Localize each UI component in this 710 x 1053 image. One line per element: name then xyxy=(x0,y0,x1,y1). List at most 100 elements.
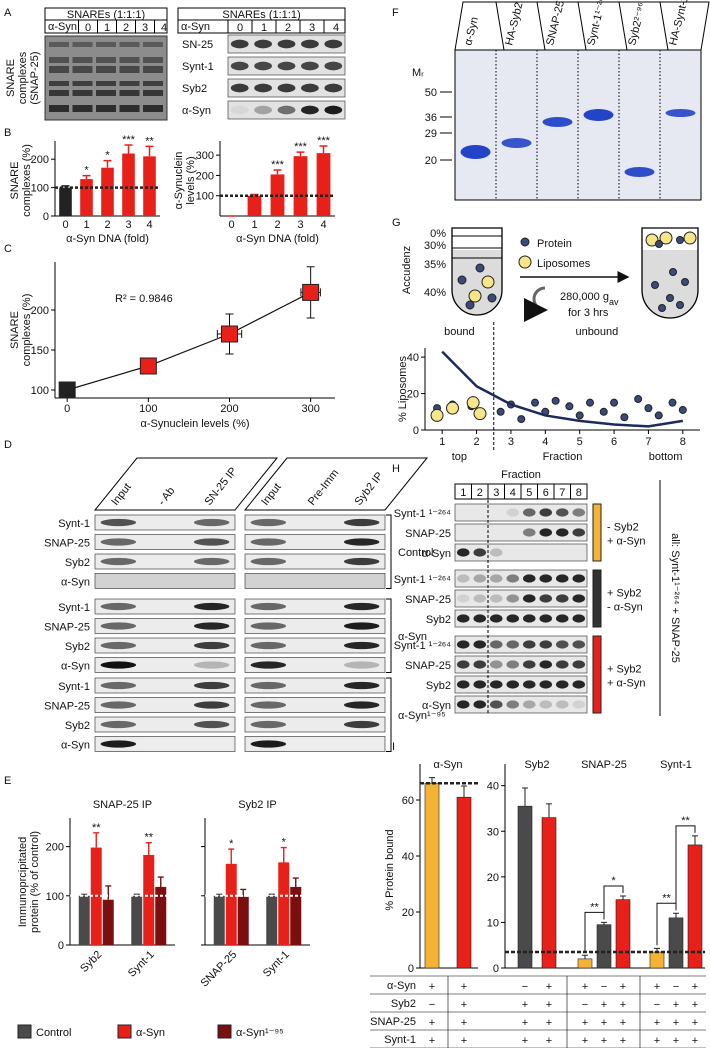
blot-strip xyxy=(244,534,386,550)
blot-band xyxy=(49,66,69,73)
label: + xyxy=(601,999,607,1011)
label: for 3 hrs xyxy=(568,307,609,319)
blot-band xyxy=(343,701,380,709)
blot-band xyxy=(555,660,569,669)
label: 0 xyxy=(62,219,68,231)
panel-label: I xyxy=(392,741,395,753)
bar xyxy=(78,895,90,945)
label: Accudenz xyxy=(401,246,413,294)
label: α-Syn xyxy=(181,21,210,33)
blot-strip xyxy=(94,534,236,550)
error-bar xyxy=(240,888,247,897)
error-bar xyxy=(522,787,528,807)
label: SNAP-25 xyxy=(44,622,90,634)
blot-band xyxy=(143,42,163,47)
label: protein (% of control) xyxy=(29,831,41,933)
blot-band xyxy=(522,594,536,603)
blot-band xyxy=(539,700,553,709)
blot-strip xyxy=(94,736,236,752)
error-bar xyxy=(546,803,552,818)
bar xyxy=(155,886,167,945)
label: α-Syn xyxy=(182,105,211,117)
label: SNARE xyxy=(5,59,17,97)
label: 3 xyxy=(142,22,148,34)
blot-band xyxy=(100,518,137,527)
blot-band xyxy=(250,720,287,729)
error-bar xyxy=(601,921,607,925)
label: 3 xyxy=(493,487,499,499)
lane-divider xyxy=(577,1,587,51)
blot-strip xyxy=(94,618,236,634)
blot-band xyxy=(343,538,380,546)
legend-label: Liposomes xyxy=(537,258,591,270)
label: 300 xyxy=(196,150,214,162)
label: 0 xyxy=(228,219,234,231)
error-bar xyxy=(105,885,112,900)
label: 6 xyxy=(611,436,617,448)
label: − xyxy=(654,999,660,1011)
label: α-Syn xyxy=(61,740,90,752)
label: + xyxy=(546,999,552,1011)
label: - Syb2 xyxy=(607,522,639,534)
blot-band xyxy=(277,39,296,49)
point xyxy=(586,398,594,407)
label: 2 xyxy=(104,219,110,231)
point xyxy=(620,413,629,422)
tube-particle xyxy=(659,231,673,245)
blot-band xyxy=(72,57,93,63)
blot-band xyxy=(324,39,343,49)
label: unbound xyxy=(575,326,618,338)
point xyxy=(302,283,320,301)
panel-label: A xyxy=(4,7,12,19)
blot-band xyxy=(119,90,140,96)
label: α-Syn xyxy=(462,16,481,47)
blot-band xyxy=(72,66,93,73)
blot-band xyxy=(473,574,487,583)
blot-band xyxy=(343,602,380,611)
label: 1 xyxy=(83,219,89,231)
blot-band xyxy=(539,614,553,623)
label: HA-Syb2 xyxy=(503,1,525,47)
blot-band xyxy=(522,640,536,649)
blot-band xyxy=(343,661,380,669)
label: 0 xyxy=(85,22,91,34)
label: SNAP-25 xyxy=(44,701,90,713)
label: 30% xyxy=(424,240,446,252)
blot-band xyxy=(100,622,137,630)
label: Syb2 xyxy=(391,998,416,1010)
lane-divider xyxy=(659,1,669,51)
blot-band xyxy=(100,641,137,650)
point xyxy=(551,396,560,405)
blot-band xyxy=(506,614,520,623)
blot-band xyxy=(489,660,503,669)
blot-band xyxy=(555,640,569,649)
legend-label: α-Syn¹⁻⁹⁵ xyxy=(236,1027,284,1039)
blot-band xyxy=(555,680,569,689)
bar xyxy=(131,895,143,945)
label: 35% xyxy=(424,259,446,271)
legend-marker xyxy=(520,237,530,247)
blot-band xyxy=(49,90,69,96)
point xyxy=(565,402,574,411)
blot-band xyxy=(250,661,287,669)
label: 20 xyxy=(425,155,437,167)
label: 3 xyxy=(309,22,315,34)
blot-band xyxy=(522,700,536,709)
label: + xyxy=(429,981,435,993)
blot-band xyxy=(250,740,287,748)
label: 300 xyxy=(301,403,319,415)
blot-band xyxy=(572,640,586,649)
point xyxy=(610,398,619,407)
bar xyxy=(213,895,225,945)
label: α-Syn xyxy=(434,759,463,771)
label: 100 xyxy=(139,403,157,415)
panel-label: E xyxy=(4,775,11,787)
panel-label: D xyxy=(4,439,12,451)
blot-strip xyxy=(244,736,386,752)
label: 2 xyxy=(477,487,483,499)
error-bar xyxy=(145,145,154,157)
label: Syb2 xyxy=(426,680,451,692)
label: α-Syn xyxy=(422,548,451,560)
fit-line xyxy=(67,291,311,391)
